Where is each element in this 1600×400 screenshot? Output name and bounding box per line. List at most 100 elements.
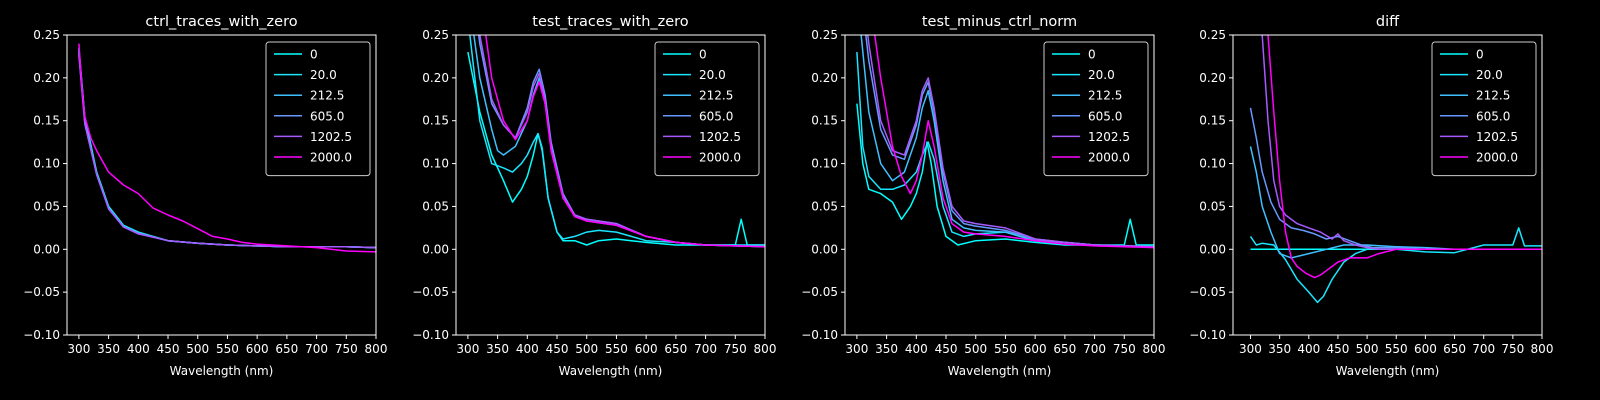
legend-label: 212.5 (310, 89, 344, 103)
x-tick-label: 800 (754, 342, 777, 356)
y-tick-label: −0.10 (412, 328, 449, 342)
legend: 0 20.0 212.5 605.0 1202.5 2000.0 (1431, 41, 1537, 177)
chart-panel-1: 300 350 400 450 500 550 600 650 700 750 800 −0.10 −0… (23, 14, 387, 378)
y-tick-label: 0.10 (1199, 157, 1226, 171)
y-tick-label: 0.10 (33, 157, 60, 171)
x-tick-label: 700 (1083, 342, 1106, 356)
y-tick-label: 0.05 (33, 199, 60, 213)
x-tick-label: 450 (935, 342, 958, 356)
x-tick-label: 300 (456, 342, 479, 356)
x-tick-label: 600 (1414, 342, 1437, 356)
x-tick-label: 750 (1501, 342, 1524, 356)
legend-box (654, 41, 760, 177)
legend-label: 605.0 (1476, 109, 1510, 123)
series-line-20-0 (469, 35, 765, 246)
x-tick-label: 300 (1239, 342, 1262, 356)
chart-title: test_traces_with_zero (532, 14, 689, 30)
x-tick-label: 500 (186, 342, 209, 356)
x-axis-label: Wavelength (nm) (559, 364, 663, 378)
series-line-2000-0 (1267, 35, 1542, 279)
x-tick-label: 750 (724, 342, 747, 356)
x-axis-label: Wavelength (nm) (1336, 364, 1440, 378)
x-tick-label: 550 (605, 342, 628, 356)
x-tick-label: 400 (516, 342, 539, 356)
x-axis-label: Wavelength (nm) (170, 364, 274, 378)
x-tick-label: 550 (1385, 342, 1408, 356)
x-tick-label: 400 (1297, 342, 1320, 356)
y-tick-label: 0.05 (811, 199, 838, 213)
y-tick-label: −0.05 (412, 285, 449, 299)
y-tick-label: 0.25 (33, 28, 60, 42)
y-tick-label: 0.25 (422, 28, 449, 42)
y-tick-label: −0.05 (801, 285, 838, 299)
x-tick-label: 450 (1326, 342, 1349, 356)
y-tick-label: 0.15 (1199, 114, 1226, 128)
legend-label: 2000.0 (1088, 151, 1130, 165)
legend-label: 1202.5 (1088, 130, 1130, 144)
legend-label: 20.0 (1088, 68, 1115, 82)
legend-label: 0 (1476, 48, 1484, 62)
x-tick-label: 400 (905, 342, 928, 356)
x-tick-label: 500 (1356, 342, 1379, 356)
legend-label: 1202.5 (310, 130, 352, 144)
y-tick-label: 0.10 (811, 157, 838, 171)
x-tick-label: 350 (875, 342, 898, 356)
legend: 0 20.0 212.5 605.0 1202.5 2000.0 (265, 41, 371, 177)
x-tick-label: 700 (305, 342, 328, 356)
y-tick-label: −0.10 (801, 328, 838, 342)
x-tick-label: 600 (1024, 342, 1047, 356)
legend-label: 0 (1088, 48, 1096, 62)
x-tick-label: 600 (246, 342, 269, 356)
y-tick-label: −0.05 (23, 285, 60, 299)
legend-label: 0 (310, 48, 318, 62)
y-tick-label: 0.00 (1199, 242, 1226, 256)
x-tick-label: 750 (1113, 342, 1136, 356)
legend-label: 605.0 (1088, 109, 1122, 123)
panels: 300 350 400 450 500 550 600 650 700 750 800 −0.10 −0… (23, 14, 1553, 378)
x-tick-label: 500 (964, 342, 987, 356)
x-tick-label: 400 (127, 342, 150, 356)
axes-frame (844, 34, 1155, 336)
chart-title: ctrl_traces_with_zero (145, 14, 297, 30)
y-tick-label: 0.20 (811, 71, 838, 85)
x-tick-label: 300 (845, 342, 868, 356)
legend-box (1043, 41, 1149, 177)
legend-label: 1202.5 (699, 130, 741, 144)
chart-panel-3: 300 350 400 450 500 550 600 650 700 750 800 −0.10 −0… (801, 14, 1166, 378)
y-tick-label: 0.20 (1199, 71, 1226, 85)
legend-label: 605.0 (699, 109, 733, 123)
legend-label: 605.0 (310, 109, 344, 123)
legend-label: 20.0 (1476, 68, 1503, 82)
series-line-2000-0 (484, 35, 765, 248)
legend-label: 0 (699, 48, 707, 62)
y-tick-label: 0.05 (422, 199, 449, 213)
x-tick-label: 450 (157, 342, 180, 356)
axes-frame (66, 34, 377, 336)
y-tick-label: 0.05 (1199, 199, 1226, 213)
x-tick-label: 800 (365, 342, 388, 356)
x-tick-label: 450 (546, 342, 569, 356)
legend-label: 212.5 (1088, 89, 1122, 103)
legend: 0 20.0 212.5 605.0 1202.5 2000.0 (1043, 41, 1149, 177)
x-tick-label: 650 (1443, 342, 1466, 356)
x-tick-label: 550 (216, 342, 239, 356)
y-tick-label: 0.25 (811, 28, 838, 42)
x-tick-label: 650 (1053, 342, 1076, 356)
series-line-2000-0 (873, 35, 1154, 249)
y-tick-label: 0.15 (811, 114, 838, 128)
y-tick-label: 0.15 (422, 114, 449, 128)
chart-title: diff (1376, 14, 1400, 30)
y-tick-label: −0.10 (23, 328, 60, 342)
x-tick-label: 350 (1268, 342, 1291, 356)
legend-label: 20.0 (699, 68, 726, 82)
x-tick-label: 600 (635, 342, 658, 356)
chart-panel-4: 300 350 400 450 500 550 600 650 700 750 800 −0.10 −0… (1189, 14, 1553, 378)
series-lines (467, 35, 765, 248)
axes-frame (455, 34, 766, 336)
series-line-2000-0 (78, 43, 376, 253)
x-tick-label: 350 (97, 342, 120, 356)
legend-box (265, 41, 371, 177)
x-tick-label: 800 (1143, 342, 1166, 356)
y-tick-label: 0.00 (33, 242, 60, 256)
